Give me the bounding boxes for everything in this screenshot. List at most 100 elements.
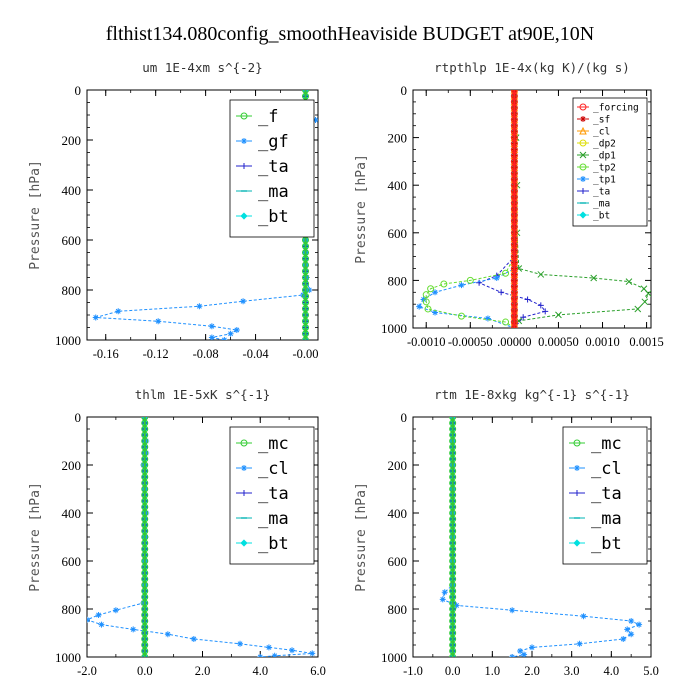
series-forcing (510, 90, 518, 328)
legend-label: _tp2 (593, 163, 616, 174)
y-tick-label: 200 (62, 133, 82, 148)
legend-marker (579, 211, 587, 219)
legend-marker (579, 126, 587, 135)
data-point (510, 324, 518, 328)
y-tick-label: 0 (401, 410, 408, 425)
legend-label: _bt (258, 207, 289, 227)
legend-marker (574, 465, 580, 471)
legend-marker (240, 439, 248, 447)
y-tick-label: 200 (62, 458, 82, 473)
legend-item: _dp1 (577, 151, 616, 162)
legend-item: _ta (577, 187, 610, 198)
plot-area (87, 417, 316, 657)
data-point (289, 647, 296, 654)
y-tick-label: 400 (388, 506, 408, 521)
legend-marker (241, 138, 247, 144)
data-point (625, 278, 633, 285)
legend-item: _bt (577, 211, 610, 222)
x-tick-label: 0.0010 (585, 335, 619, 349)
legend-item: _ta (236, 484, 289, 504)
legend-marker (579, 103, 587, 111)
legend-marker (580, 116, 586, 122)
data-point (509, 654, 516, 657)
legend-label: _ta (258, 157, 289, 177)
data-point (498, 289, 505, 296)
legend-marker (240, 539, 248, 547)
data-point (306, 287, 313, 293)
data-point (196, 303, 203, 310)
legend-marker (240, 212, 248, 220)
data-point (302, 336, 310, 340)
legend-item: _mc (569, 434, 622, 454)
legend-marker (580, 188, 586, 194)
legend-label: _dp2 (593, 139, 616, 150)
x-tick-label: -0.12 (143, 347, 169, 361)
data-point (457, 312, 465, 320)
x-tick-label: 0.0 (445, 664, 461, 678)
y-tick-label: 800 (62, 602, 82, 617)
legend-label: _ta (593, 187, 610, 198)
y-tick-label: 800 (388, 602, 408, 617)
x-tick-label: 5.0 (643, 664, 659, 678)
data-point (641, 298, 649, 306)
x-tick-label: .00000 (497, 335, 531, 349)
panel-title: thlm 1E-5xK s^{-1} (135, 387, 270, 402)
data-point (257, 654, 264, 657)
legend-label: _forcing (593, 103, 639, 114)
legend-item: _bt (236, 207, 289, 227)
y-tick-label: 600 (62, 233, 82, 248)
legend-label: _mc (591, 434, 622, 454)
legend-item: _dp2 (577, 139, 616, 150)
data-point (140, 462, 147, 468)
legend-label: _sf (593, 115, 610, 126)
data-point (542, 308, 549, 315)
data-point (529, 644, 535, 651)
data-point (524, 296, 531, 303)
legend-label: _dp1 (593, 151, 616, 162)
x-tick-label: 4.0 (252, 664, 268, 678)
x-tick-label: 0.00050 (538, 335, 579, 349)
y-tick-label: 1000 (381, 321, 407, 336)
y-tick-label: 600 (388, 226, 408, 241)
legend-marker (241, 490, 247, 496)
y-tick-label: 600 (388, 554, 408, 569)
x-tick-label: -0.08 (193, 347, 219, 361)
legend-item: _cl (577, 127, 610, 138)
data-point (645, 290, 651, 297)
panel-um: um 1E-4xm s^{-2} Pressure [hPa] 0 200 400 600… (28, 60, 319, 361)
data-point (440, 280, 448, 288)
legend-marker (241, 465, 247, 471)
data-point (422, 298, 430, 306)
data-point (502, 269, 510, 277)
legend-item: _gf (236, 132, 289, 152)
series-mc (141, 417, 149, 657)
y-tick-label: 1000 (55, 333, 81, 348)
legend-marker (573, 439, 581, 447)
legend-label: _cl (593, 127, 610, 138)
data-point (87, 616, 90, 623)
data-point (233, 327, 240, 333)
legend-item: _ma (577, 199, 610, 210)
legend-item: _bt (236, 534, 289, 554)
data-point (576, 640, 583, 647)
x-tick-label: 2.0 (524, 664, 540, 678)
panel-thlm: thlm 1E-5xK s^{-1} Pressure [hPa] 0 200 400 6… (28, 387, 326, 678)
series-mc (449, 417, 457, 657)
legend: _mc _cl _ta _ma _bt (562, 426, 648, 565)
data-point (555, 311, 562, 319)
data-point (265, 644, 272, 651)
x-tick-label: 1.0 (485, 664, 501, 678)
data-point (636, 621, 643, 628)
plot-area (416, 90, 651, 328)
data-point (98, 621, 105, 628)
legend-marker (579, 151, 587, 159)
data-point (432, 289, 439, 296)
legend-label: _gf (258, 132, 289, 152)
x-tick-label: 2.0 (195, 664, 211, 678)
legend-marker (574, 490, 580, 496)
panel-rtpthlp: rtpthlp 1E-4x(kg K)/(kg s) Pressure [hPa]… (354, 60, 664, 349)
x-tick-label: -0.16 (93, 347, 119, 361)
legend-marker (573, 539, 581, 547)
legend-item: _cl (236, 459, 289, 479)
